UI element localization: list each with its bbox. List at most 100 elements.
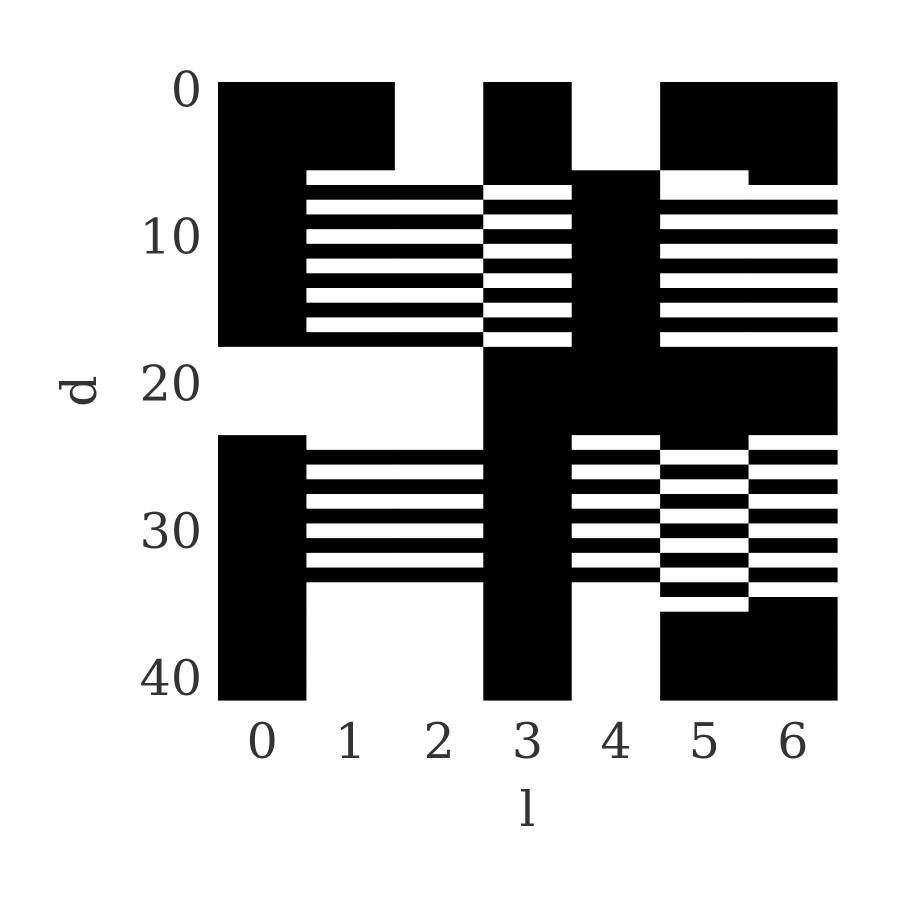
heatmap-cell	[483, 479, 573, 495]
heatmap-cell	[306, 376, 396, 392]
heatmap-cell	[394, 464, 484, 480]
y-tick-label: 30	[140, 503, 202, 560]
heatmap-cell	[571, 155, 661, 171]
heatmap-cell	[483, 111, 573, 127]
heatmap-cell	[483, 243, 573, 260]
heatmap-cell	[306, 582, 396, 598]
heatmap-cell	[748, 435, 838, 451]
heatmap-cell	[571, 391, 661, 407]
heatmap-cell	[483, 273, 573, 289]
heatmap-cell	[306, 670, 396, 686]
heatmap-cell	[306, 494, 396, 510]
heatmap-cell	[218, 288, 308, 304]
heatmap-cell	[483, 435, 573, 451]
heatmap-cell	[306, 449, 396, 466]
heatmap-cell	[748, 420, 838, 436]
heatmap-cell	[660, 199, 750, 216]
heatmap-cell	[660, 361, 750, 377]
heatmap-cell	[218, 376, 308, 392]
heatmap-cell	[571, 214, 661, 230]
heatmap-cell	[483, 523, 573, 539]
heatmap-cell	[483, 420, 573, 436]
heatmap-cell	[483, 670, 573, 686]
heatmap-cell	[218, 82, 308, 98]
heatmap-cell	[483, 641, 573, 657]
heatmap-cell	[660, 611, 750, 628]
heatmap-cell	[483, 140, 573, 157]
heatmap-cell	[218, 346, 308, 363]
heatmap-cell	[571, 435, 661, 451]
heatmap-cell	[571, 567, 661, 583]
heatmap-cell	[483, 376, 573, 392]
x-tick-label: 2	[423, 713, 454, 770]
heatmap-cell	[660, 273, 750, 289]
heatmap-cell	[394, 508, 484, 525]
heatmap-cell	[571, 552, 661, 569]
heatmap-cell	[306, 361, 396, 377]
heatmap-cell	[483, 405, 573, 422]
heatmap-cell	[483, 655, 573, 672]
heatmap-cell	[394, 126, 484, 142]
heatmap-cell	[306, 111, 396, 127]
heatmap-cell	[483, 391, 573, 407]
heatmap-cell	[394, 96, 484, 113]
heatmap-cell	[748, 170, 838, 186]
heatmap-cell	[483, 494, 573, 510]
heatmap-cell	[571, 376, 661, 392]
heatmap-cell	[748, 288, 838, 304]
heatmap-cell	[218, 170, 308, 186]
heatmap-cell	[218, 508, 308, 525]
heatmap-cell	[660, 376, 750, 392]
heatmap-cell	[483, 82, 573, 98]
heatmap-cell	[218, 155, 308, 171]
heatmap-cell	[394, 288, 484, 304]
heatmap-cell	[660, 302, 750, 319]
heatmap-cell	[660, 523, 750, 539]
heatmap-cell	[394, 361, 484, 377]
heatmap-cell	[483, 567, 573, 583]
heatmap-cell	[660, 288, 750, 304]
heatmap-cell	[306, 317, 396, 333]
heatmap-cell	[748, 243, 838, 260]
heatmap-cell	[748, 611, 838, 628]
heatmap-cell	[660, 567, 750, 583]
heatmap-cell	[660, 582, 750, 598]
x-tick-label: 6	[777, 713, 808, 770]
heatmap-cell	[660, 155, 750, 171]
x-tick-label: 1	[335, 713, 366, 770]
heatmap-cell	[660, 479, 750, 495]
heatmap-cell	[306, 273, 396, 289]
heatmap-cell	[571, 405, 661, 422]
heatmap-cell	[394, 391, 484, 407]
heatmap-cell	[394, 82, 484, 98]
heatmap-cell	[748, 332, 838, 348]
heatmap-cell	[660, 494, 750, 510]
heatmap-cell	[394, 597, 484, 613]
heatmap-cell	[218, 214, 308, 230]
heatmap-cell	[218, 111, 308, 127]
heatmap-cell	[660, 464, 750, 480]
heatmap-cell	[306, 82, 396, 98]
heatmap-cell	[748, 82, 838, 98]
heatmap-cell	[571, 288, 661, 304]
heatmap-cell	[748, 552, 838, 569]
heatmap-cell	[218, 523, 308, 539]
heatmap-cell	[483, 597, 573, 613]
heatmap-cell	[748, 214, 838, 230]
heatmap-cell	[748, 126, 838, 142]
heatmap-cell	[660, 82, 750, 98]
heatmap-cell	[394, 494, 484, 510]
heatmap-cell	[571, 611, 661, 628]
heatmap-cell	[218, 435, 308, 451]
heatmap-cell	[394, 685, 484, 701]
heatmap-cell	[483, 538, 573, 554]
heatmap-cell	[306, 626, 396, 642]
heatmap-cell	[660, 332, 750, 348]
heatmap-cell	[660, 391, 750, 407]
heatmap-cell	[571, 170, 661, 186]
heatmap-cell	[571, 655, 661, 672]
heatmap-cell	[748, 229, 838, 245]
heatmap-cell	[571, 582, 661, 598]
heatmap-cell	[660, 420, 750, 436]
